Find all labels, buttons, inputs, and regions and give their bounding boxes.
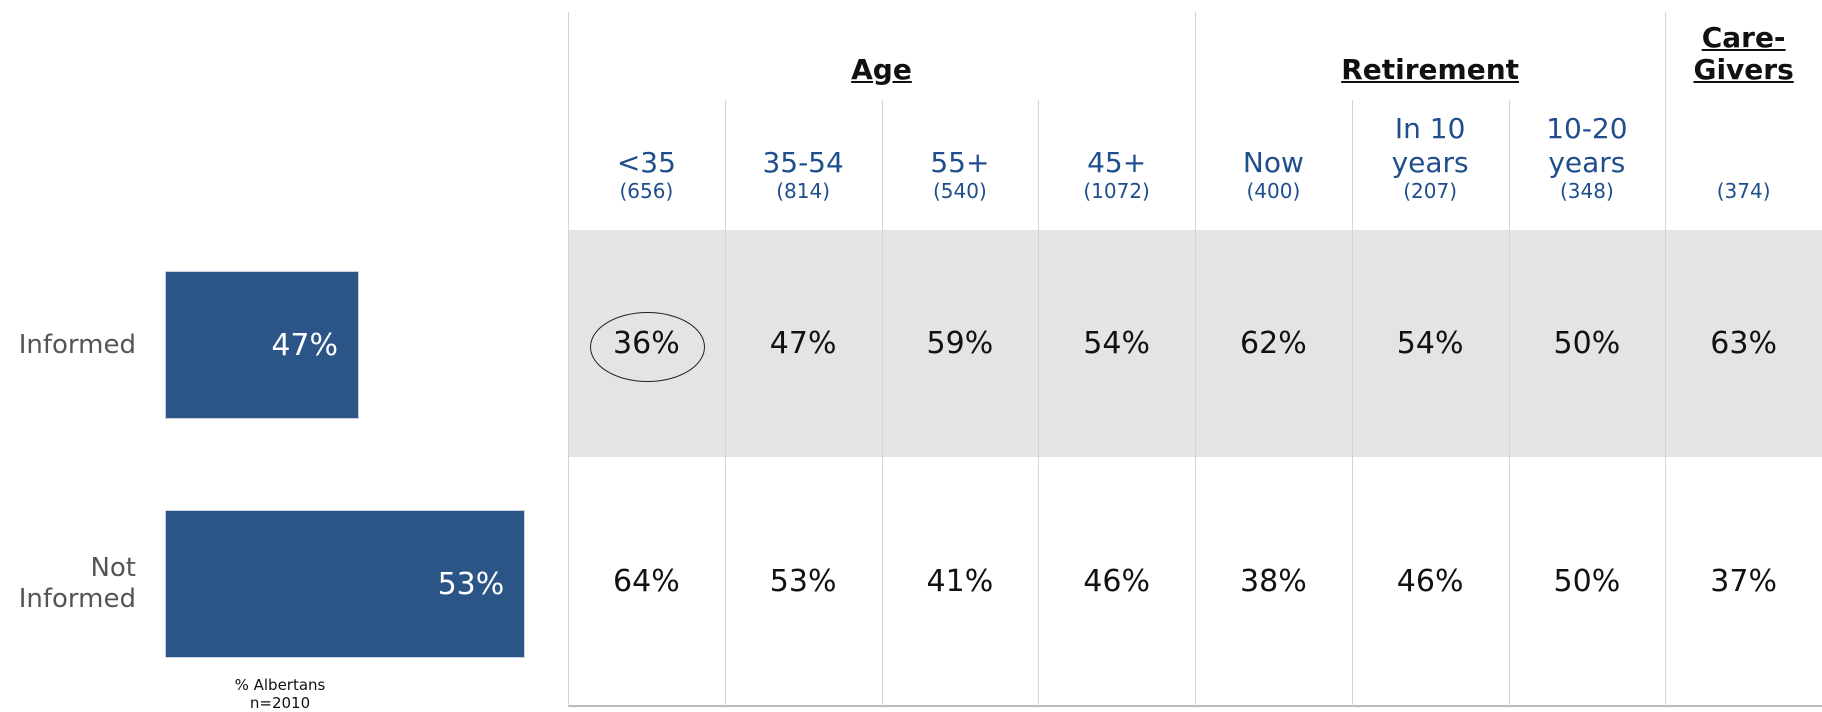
column-header: 35-54 (814)	[725, 100, 882, 230]
table-cell: 54%	[1083, 326, 1150, 361]
table-cell: 46%	[1396, 564, 1464, 599]
table-cell: 63%	[1710, 326, 1777, 361]
column-n: (207)	[1403, 179, 1458, 203]
column-divider	[1508, 100, 1510, 706]
value-label: 47%	[271, 327, 338, 363]
group-divider	[568, 12, 569, 706]
group-header: Care-Givers	[1693, 21, 1794, 86]
column-label: 10-20 years	[1546, 112, 1628, 179]
column-header: 45+ (1072)	[1038, 100, 1195, 230]
table-cell: 54%	[1396, 326, 1464, 361]
table-cell: 64%	[613, 564, 680, 599]
column-n: (540)	[932, 179, 987, 203]
column-label: Now	[1242, 146, 1304, 179]
table-cell: 53%	[769, 564, 837, 599]
table-cell: 50%	[1553, 564, 1621, 599]
column-label: <35	[616, 146, 676, 179]
table-cell: 41%	[926, 564, 994, 599]
axis-note: % Albertans n=2010	[200, 676, 360, 712]
column-n: (814)	[776, 179, 831, 203]
column-divider	[1195, 100, 1196, 706]
column-divider	[724, 100, 726, 706]
column-label: 55+	[930, 146, 990, 179]
table-cell: 62%	[1240, 326, 1307, 361]
highlight-circle	[590, 312, 705, 382]
group-header: Age	[851, 53, 912, 86]
column-n: (656)	[619, 179, 674, 203]
bottom-rule	[568, 705, 1822, 707]
table-cell: 50%	[1553, 326, 1621, 361]
column-n: (1072)	[1083, 179, 1150, 203]
table-cell: 47%	[769, 326, 837, 361]
sample-note: n=2010	[249, 694, 311, 712]
column-n: (400)	[1246, 179, 1301, 203]
column-n: (374)	[1716, 179, 1771, 203]
column-label: 35-54	[762, 146, 844, 179]
column-divider	[1351, 100, 1353, 706]
table-cell: 37%	[1710, 564, 1777, 599]
table-cell: 46%	[1083, 564, 1150, 599]
column-header: <35 (656)	[568, 100, 725, 230]
category-label: Not Informed	[18, 553, 136, 614]
table-cell: 59%	[926, 326, 994, 361]
table-cell: 38%	[1240, 564, 1307, 599]
column-divider	[1038, 100, 1040, 706]
category-label: Informed	[18, 329, 136, 360]
column-label: In 10 years	[1391, 112, 1469, 179]
column-header: 10-20 years (348)	[1509, 100, 1666, 230]
x-axis-label: % Albertans	[234, 676, 326, 694]
bar: 53%	[165, 510, 526, 658]
group-header: Retirement	[1341, 53, 1520, 86]
column-header: (374)	[1665, 100, 1822, 230]
value-label: 53%	[437, 566, 505, 602]
bar: 47%	[165, 271, 359, 419]
column-header: 55+ (540)	[882, 100, 1039, 230]
column-n: (348)	[1559, 179, 1614, 203]
column-divider	[881, 100, 883, 706]
column-label: 45+	[1087, 146, 1147, 179]
column-divider	[1665, 100, 1667, 706]
column-header: In 10 years (207)	[1352, 100, 1509, 230]
table-cell: 36%	[613, 326, 680, 361]
column-header: Now (400)	[1195, 100, 1352, 230]
